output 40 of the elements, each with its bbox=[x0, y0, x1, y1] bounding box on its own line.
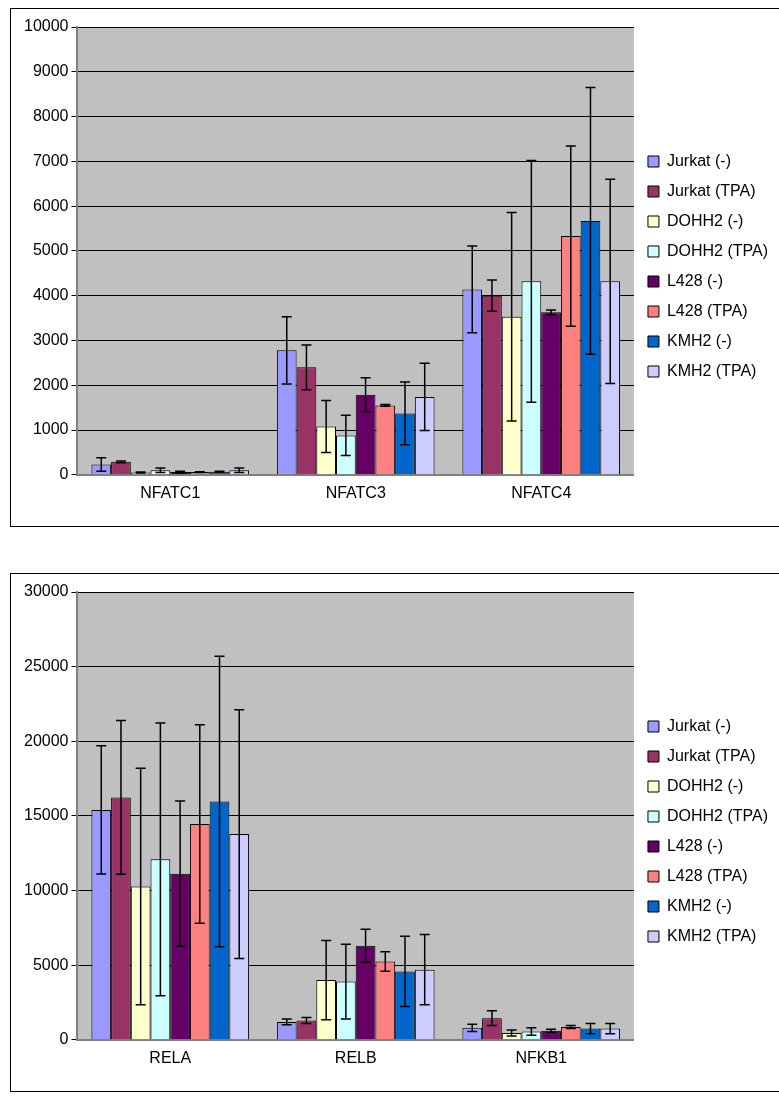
y-tick-label: 4000 bbox=[32, 286, 69, 304]
y-tick-label: 20000 bbox=[23, 731, 69, 749]
legend-label: DOHH2 (TPA) bbox=[666, 806, 769, 824]
y-tick-label: 30000 bbox=[23, 582, 69, 600]
x-tick-label: RELB bbox=[334, 1048, 377, 1066]
legend-label: KMH2 (-) bbox=[666, 896, 732, 914]
legend-label: DOHH2 (-) bbox=[666, 211, 744, 229]
legend-label: L428 (TPA) bbox=[666, 301, 748, 319]
y-tick-label: 8000 bbox=[32, 106, 69, 124]
y-tick-label: 2000 bbox=[32, 375, 69, 393]
y-tick-label: 1000 bbox=[32, 420, 69, 438]
y-tick-label: 10000 bbox=[23, 17, 69, 35]
legend-label: KMH2 (TPA) bbox=[666, 926, 757, 944]
legend-label: DOHH2 (TPA) bbox=[666, 241, 769, 259]
legend-label: Jurkat (TPA) bbox=[666, 746, 756, 764]
legend-label: L428 (-) bbox=[666, 836, 723, 854]
y-tick-label: 7000 bbox=[32, 151, 69, 169]
y-tick-label: 9000 bbox=[32, 62, 69, 80]
x-tick-label: NFATC4 bbox=[511, 483, 572, 501]
y-tick-label: 0 bbox=[59, 465, 69, 483]
legend-label: Jurkat (-) bbox=[666, 151, 731, 169]
legend-label: DOHH2 (-) bbox=[666, 776, 744, 794]
y-tick-label: 5000 bbox=[32, 955, 69, 973]
legend-label: L428 (-) bbox=[666, 271, 723, 289]
legend-label: L428 (TPA) bbox=[666, 866, 748, 884]
y-tick-label: 6000 bbox=[32, 196, 69, 214]
y-tick-label: 5000 bbox=[32, 241, 69, 259]
y-tick-label: 15000 bbox=[23, 806, 69, 824]
y-tick-label: 25000 bbox=[23, 657, 69, 675]
x-tick-label: RELA bbox=[149, 1048, 192, 1066]
x-tick-label: NFATC1 bbox=[140, 483, 201, 501]
x-tick-label: NFATC3 bbox=[325, 483, 386, 501]
y-tick-label: 0 bbox=[59, 1030, 69, 1048]
legend-label: Jurkat (TPA) bbox=[666, 181, 756, 199]
y-tick-label: 3000 bbox=[32, 330, 69, 348]
legend-label: Jurkat (-) bbox=[666, 716, 731, 734]
x-tick-label: NFKB1 bbox=[515, 1048, 568, 1066]
y-tick-label: 10000 bbox=[23, 880, 69, 898]
legend-label: KMH2 (-) bbox=[666, 331, 732, 349]
legend-label: KMH2 (TPA) bbox=[666, 361, 757, 379]
